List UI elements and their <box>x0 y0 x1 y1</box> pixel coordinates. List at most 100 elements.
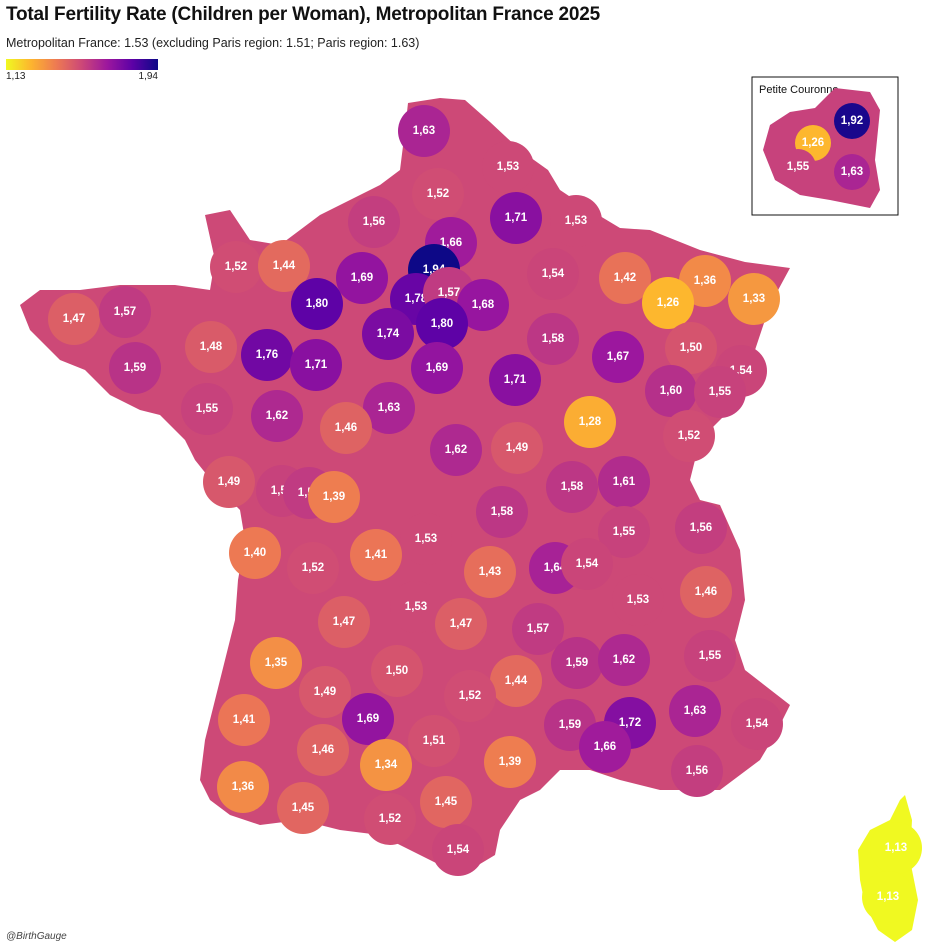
department-region-value-label: 1,36 <box>694 275 716 287</box>
department-region-area <box>432 824 484 876</box>
department-region-area <box>731 698 783 750</box>
department-region-value-label: 1,58 <box>561 481 584 493</box>
department-region-area <box>229 527 281 579</box>
department-region-value-label: 1,69 <box>351 272 373 284</box>
department-region-value-label: 1,74 <box>377 328 400 340</box>
department-region-value-label: 1,58 <box>542 333 565 345</box>
department-region-value-label: 1,13 <box>885 842 907 854</box>
department-region-value-label: 1,53 <box>565 215 587 227</box>
department-region-area <box>482 141 534 193</box>
department-region-value-label: 1,57 <box>527 623 549 635</box>
department-region-area <box>680 566 732 618</box>
department-region-value-label: 1,50 <box>680 342 702 354</box>
legend-max-label: 1,94 <box>138 71 158 82</box>
department-region-area <box>363 382 415 434</box>
inset-region-area <box>780 149 816 185</box>
department-region-area <box>210 241 262 293</box>
department-region-area <box>645 365 697 417</box>
department-region-area <box>561 538 613 590</box>
department-region-area <box>390 581 442 633</box>
department-region-area <box>408 715 460 767</box>
department-region-area <box>364 793 416 845</box>
department-region-area <box>348 196 400 248</box>
department-region-area <box>870 822 922 874</box>
department-region-area <box>218 694 270 746</box>
department-region-value-label: 1,52 <box>225 261 247 273</box>
department-region-area <box>420 776 472 828</box>
department-region-value-label: 1,55 <box>709 386 732 398</box>
department-region-area <box>400 513 452 565</box>
department-region-value-label: 1,40 <box>244 547 266 559</box>
department-region-value-label: 1,52 <box>459 690 481 702</box>
department-region-value-label: 1,46 <box>312 744 334 756</box>
department-region-area <box>342 693 394 745</box>
department-region-value-label: 1,54 <box>746 718 769 730</box>
department-region-area <box>251 390 303 442</box>
department-region-area <box>684 630 736 682</box>
legend-gradient-bar <box>6 59 158 70</box>
department-region-area <box>592 331 644 383</box>
department-region-value-label: 1,49 <box>218 476 240 488</box>
department-region-area <box>297 724 349 776</box>
department-region-value-label: 1,62 <box>266 410 288 422</box>
department-region-value-label: 1,33 <box>743 293 765 305</box>
department-region-area <box>598 506 650 558</box>
department-region-area <box>579 721 631 773</box>
department-region-area <box>598 456 650 508</box>
department-region-area <box>599 252 651 304</box>
department-region-value-label: 1,51 <box>423 735 446 747</box>
department-region-value-label: 1,63 <box>684 705 706 717</box>
department-region-value-label: 1,44 <box>273 260 296 272</box>
department-region-value-label: 1,52 <box>302 562 324 574</box>
department-region-area <box>250 637 302 689</box>
inset-region-area <box>834 103 870 139</box>
department-region-area <box>203 456 255 508</box>
department-region-value-label: 1,68 <box>472 299 495 311</box>
inset-region-area <box>834 154 870 190</box>
department-region-value-label: 1,71 <box>505 212 528 224</box>
department-region-value-label: 1,56 <box>690 522 712 534</box>
department-region-value-label: 1,76 <box>256 349 278 361</box>
department-region-area <box>862 871 914 923</box>
department-region-area <box>527 313 579 365</box>
department-region-value-label: 1,62 <box>613 654 635 666</box>
department-region-value-label: 1,39 <box>323 491 345 503</box>
department-region-value-label: 1,46 <box>335 422 357 434</box>
legend-min-label: 1,13 <box>6 71 26 82</box>
department-region-value-label: 1,42 <box>614 272 636 284</box>
department-region-area <box>360 739 412 791</box>
department-region-area <box>308 471 360 523</box>
inset-title: Petite Couronne <box>759 84 839 96</box>
department-region-value-label: 1,47 <box>333 616 355 628</box>
department-region-value-label: 1,52 <box>427 188 449 200</box>
department-region-value-label: 1,53 <box>405 601 427 613</box>
department-region-area <box>464 546 516 598</box>
color-legend: 1,13 1,94 <box>6 59 158 82</box>
department-region-value-label: 1,35 <box>265 657 288 669</box>
department-region-area <box>490 192 542 244</box>
department-region-value-label: 1,59 <box>559 719 581 731</box>
department-region-area <box>109 342 161 394</box>
department-region-value-label: 1,53 <box>627 594 649 606</box>
department-region-value-label: 1,44 <box>505 675 528 687</box>
department-region-value-label: 1,41 <box>365 549 388 561</box>
department-region-value-label: 1,36 <box>232 781 254 793</box>
department-region-value-label: 1,67 <box>607 351 629 363</box>
department-region-area <box>490 655 542 707</box>
department-region-value-label: 1,34 <box>375 759 398 771</box>
department-region-value-label: 1,39 <box>499 756 521 768</box>
department-region-value-label: 1,41 <box>233 714 256 726</box>
department-region-value-label: 1,80 <box>306 298 328 310</box>
department-region-value-label: 1,55 <box>196 403 219 415</box>
department-region-area <box>527 248 579 300</box>
department-region-area <box>512 603 564 655</box>
department-region-value-label: 1,59 <box>124 362 146 374</box>
inset-region-value-label: 1,63 <box>841 166 863 178</box>
department-region-area <box>430 424 482 476</box>
department-region-value-label: 1,55 <box>699 650 722 662</box>
department-region-value-label: 1,45 <box>292 802 315 814</box>
petite-couronne-inset: Petite Couronne 1,92 1,26 1,55 1,63 <box>751 76 899 216</box>
department-region-area <box>277 782 329 834</box>
department-region-area <box>491 422 543 474</box>
